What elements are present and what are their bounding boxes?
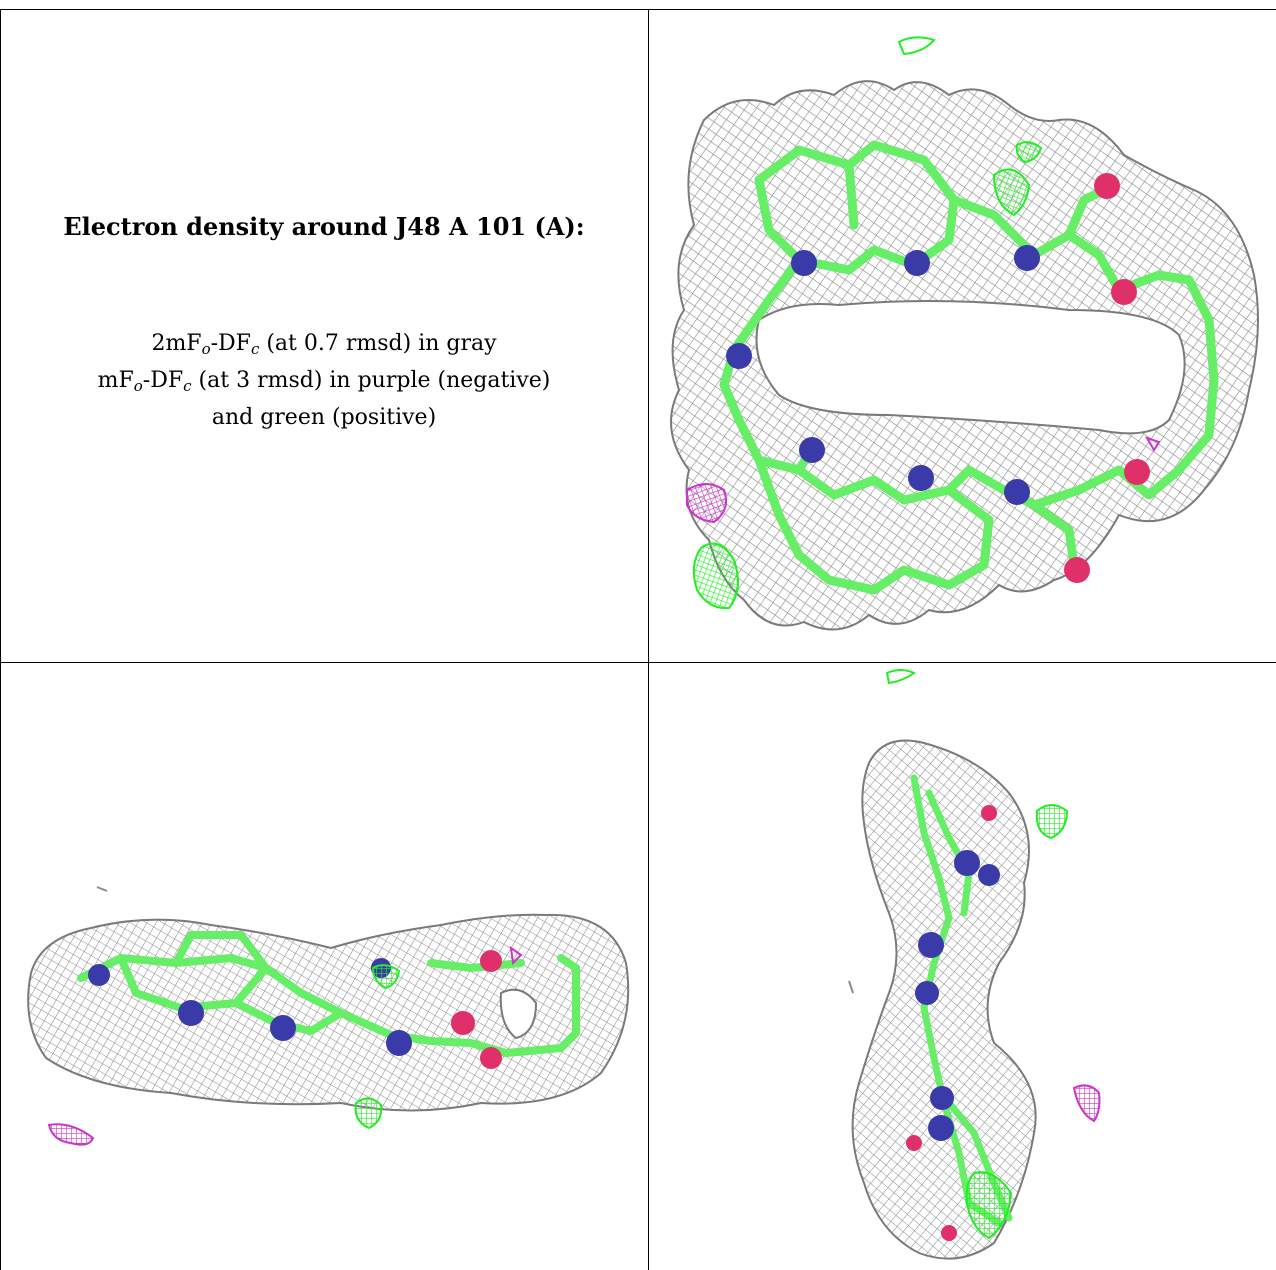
positive-density-blob — [992, 168, 1031, 217]
border-left — [0, 9, 1, 1270]
ligand-sticks-upper — [719, 140, 1219, 500]
caption-line-colors: and green (positive) — [211, 405, 437, 430]
positive-density-blob — [1035, 804, 1069, 840]
oxygen-atoms — [1064, 173, 1150, 583]
positive-density-blob — [354, 1097, 383, 1130]
view-bottom-right — [649, 663, 1276, 1270]
density-view-face-on — [670, 36, 1259, 631]
macrocycle-hole — [755, 300, 1186, 435]
positive-density-blob — [885, 669, 916, 685]
density-mesh-outer — [851, 739, 1037, 1260]
negative-density-blob — [1144, 436, 1161, 452]
negative-density-blob — [509, 945, 523, 966]
caption-cell: Electron density around J48 A 101 (A): 2… — [0, 10, 648, 662]
density-mesh-outer — [27, 913, 630, 1112]
view-bottom-left — [1, 663, 648, 1270]
oxygen-atoms — [906, 805, 997, 1241]
caption-description: 2mFo-DFc (at 0.7 rmsd) in gray mFo-DFc (… — [0, 328, 648, 434]
positive-density-blob — [1015, 141, 1043, 164]
nitrogen-atoms — [726, 245, 1040, 505]
density-view-edge-horizontal — [27, 886, 630, 1146]
border-top — [0, 9, 1276, 10]
stray-mesh-fragment — [96, 886, 108, 892]
nitrogen-atoms — [915, 850, 1000, 1141]
density-mesh-inner-loop — [499, 988, 538, 1040]
positive-density-blob — [371, 964, 401, 990]
negative-density-blob — [47, 1123, 95, 1146]
view-top-right — [649, 10, 1276, 662]
positive-density-blob — [965, 1171, 1013, 1240]
negative-density-blob — [1072, 1084, 1101, 1123]
positive-density-blob — [897, 36, 936, 56]
caption-line-fofc: mFo-DFc (at 3 rmsd) in purple (negative) — [97, 368, 551, 395]
caption-title: Electron density around J48 A 101 (A): — [63, 212, 585, 241]
stray-mesh-fragment — [848, 980, 854, 994]
density-view-edge-vertical — [848, 669, 1101, 1260]
border-middle-horizontal — [0, 662, 1276, 663]
positive-density-blob — [692, 542, 739, 610]
caption-line-2fofc: 2mFo-DFc (at 0.7 rmsd) in gray — [151, 331, 497, 358]
negative-density-blob — [686, 483, 727, 524]
oxygen-atoms — [451, 950, 502, 1069]
border-middle-vertical — [648, 9, 649, 1270]
